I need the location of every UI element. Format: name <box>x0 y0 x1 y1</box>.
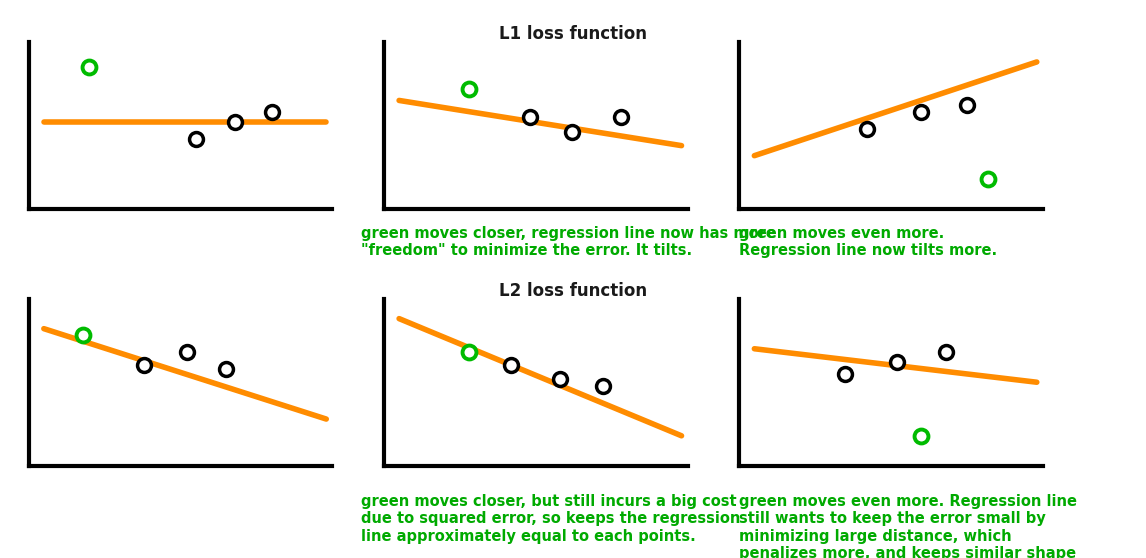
Text: green moves closer, regression line now has more
"freedom" to minimize the error: green moves closer, regression line now … <box>361 226 776 258</box>
Text: green moves closer, but still incurs a big cost
due to squared error, so keeps t: green moves closer, but still incurs a b… <box>361 494 740 543</box>
Text: green moves even more.
Regression line now tilts more.: green moves even more. Regression line n… <box>739 226 997 258</box>
Text: green moves even more. Regression line
still wants to keep the error small by
mi: green moves even more. Regression line s… <box>739 494 1077 558</box>
Text: L2 loss function: L2 loss function <box>499 282 647 300</box>
Text: L1 loss function: L1 loss function <box>499 25 647 43</box>
